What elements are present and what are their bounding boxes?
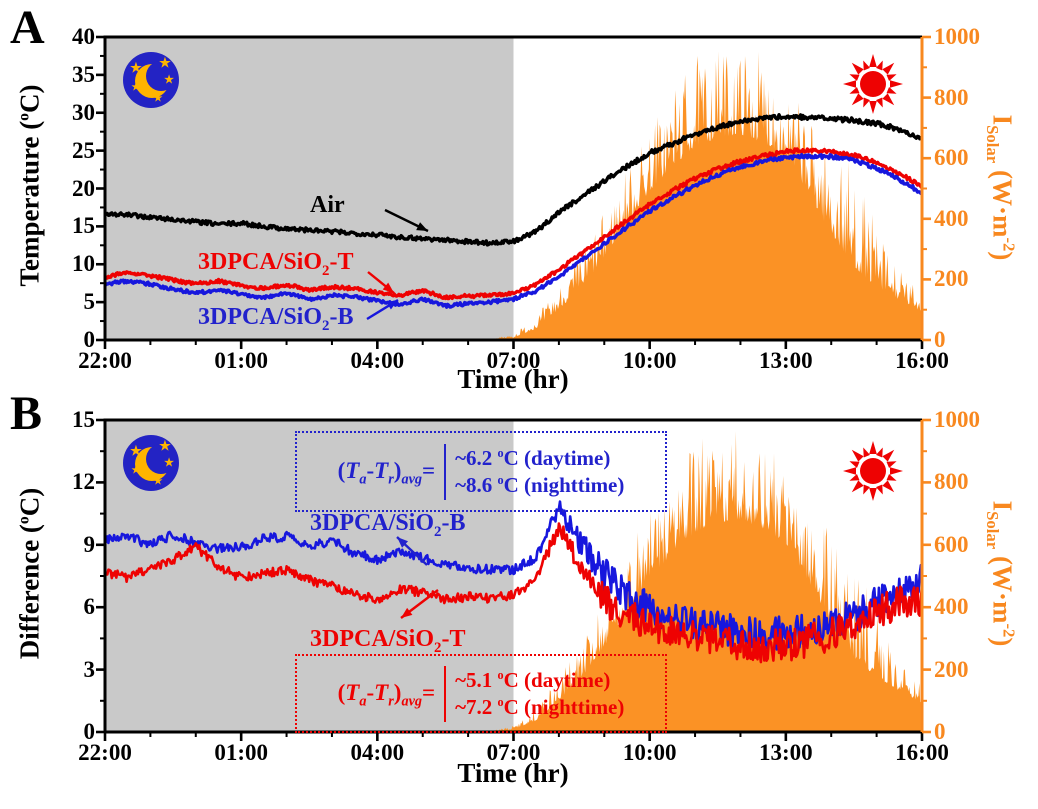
x-tick-label: 07:00 (486, 740, 541, 765)
panel-b-x-axis-title: Time (hr) (457, 758, 569, 788)
y-tick-label: 15 (72, 213, 95, 239)
x-tick-label: 04:00 (350, 348, 405, 373)
right-tick-label: 0 (934, 719, 946, 744)
panel-b-y-axis-title: Difference (oC) (14, 487, 45, 660)
panel-a-x-axis-title: Time (hr) (457, 364, 569, 394)
arrow-head (397, 537, 409, 548)
x-tick-label: 10:00 (622, 348, 677, 373)
y-tick-label: 5 (83, 289, 96, 315)
right-tick-label: 1000 (934, 24, 980, 49)
y-tick-label: 3 (83, 656, 96, 682)
x-tick-label: 01:00 (214, 348, 268, 373)
y-tick-label: 10 (72, 251, 95, 277)
right-tick-label: 400 (934, 205, 969, 231)
x-tick-label: 16:00 (895, 348, 949, 373)
y-tick-label: 0 (83, 327, 96, 352)
y-tick-label: 6 (83, 594, 96, 620)
chart-plot-area (96, 418, 931, 741)
x-tick-label: 01:00 (214, 740, 268, 765)
x-tick-label: 07:00 (486, 348, 541, 373)
y-tick-label: 12 (72, 469, 95, 495)
series-line-2 (103, 153, 924, 309)
right-tick-label: 600 (934, 531, 969, 557)
right-tick-label: 200 (934, 656, 969, 682)
solar-area (105, 431, 922, 732)
x-tick-label: 13:00 (758, 740, 813, 765)
panel-a-letter: A (10, 1, 45, 54)
right-tick-label: 600 (934, 145, 969, 171)
panel-a-y-axis-title: Temperature (oC) (14, 84, 45, 287)
arrow-head (416, 222, 428, 231)
arrow-head (386, 300, 398, 310)
y-tick-label: 15 (72, 407, 95, 432)
y-tick-label: 40 (72, 24, 95, 49)
series-line-1 (103, 147, 924, 301)
y-tick-label: 20 (72, 175, 95, 201)
series-line-1 (104, 522, 924, 664)
y-tick-label: 30 (72, 99, 95, 125)
y-tick-label: 0 (83, 719, 96, 744)
right-tick-label: 200 (934, 266, 969, 292)
x-tick-label: 10:00 (622, 740, 677, 765)
chart-plot-area (96, 35, 931, 349)
series-line-0 (103, 500, 924, 651)
y-tick-label: 25 (72, 137, 95, 163)
right-tick-label: 800 (934, 469, 969, 495)
x-tick-label: 04:00 (350, 740, 405, 765)
y-tick-label: 9 (83, 531, 96, 557)
x-tick-label: 22:00 (78, 348, 132, 373)
right-tick-label: 400 (934, 594, 969, 620)
night-region (105, 37, 514, 340)
arrow-head (401, 607, 413, 618)
right-tick-label: 0 (934, 327, 946, 352)
arrow-head (382, 282, 394, 293)
right-tick-label: 1000 (934, 407, 980, 432)
panel-b-right-axis-title: ISolar (W·m-2) (983, 500, 1019, 647)
y-tick-label: 35 (72, 61, 95, 87)
panel-b-letter: B (10, 387, 43, 440)
panel-a-right-axis-title: ISolar (W·m-2) (983, 114, 1019, 261)
solar-area (105, 51, 922, 340)
series-line-0 (103, 113, 923, 247)
right-tick-label: 800 (934, 84, 969, 110)
x-tick-label: 13:00 (758, 348, 813, 373)
x-tick-label: 22:00 (78, 740, 132, 765)
x-tick-label: 16:00 (895, 740, 949, 765)
